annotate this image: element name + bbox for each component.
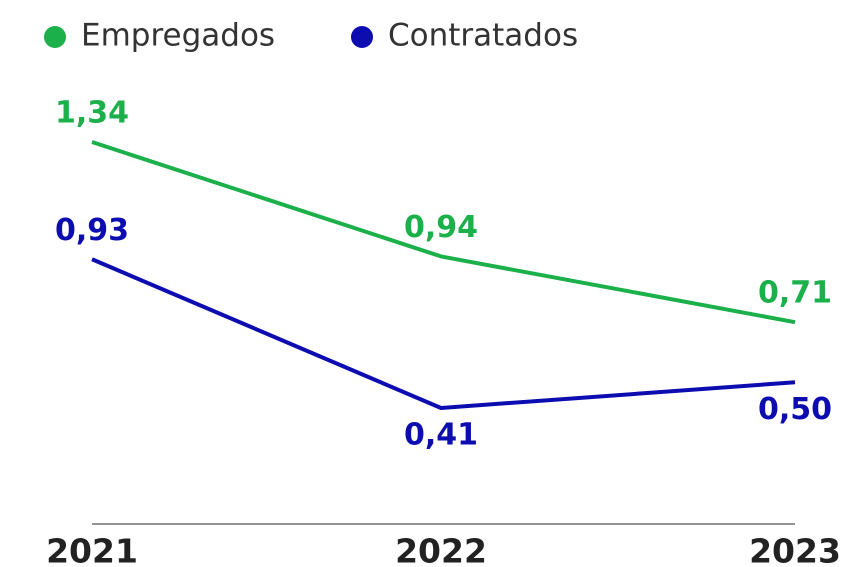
legend-swatch [44,26,66,48]
line [91,140,796,325]
x-tick-label: 2023 [749,532,841,567]
legend-swatch [351,26,373,48]
data-label: 0,41 [404,418,478,453]
legend-label: Empregados [81,18,275,54]
data-label: 1,34 [55,96,129,131]
x-tick-label: 2022 [395,532,487,567]
data-label: 0,71 [758,276,832,311]
line [91,257,796,410]
legend-label: Contratados [388,18,578,54]
data-label: 0,50 [758,392,832,427]
data-label: 0,93 [55,213,129,248]
data-label: 0,94 [404,210,478,245]
x-tick-label: 2021 [46,532,138,567]
